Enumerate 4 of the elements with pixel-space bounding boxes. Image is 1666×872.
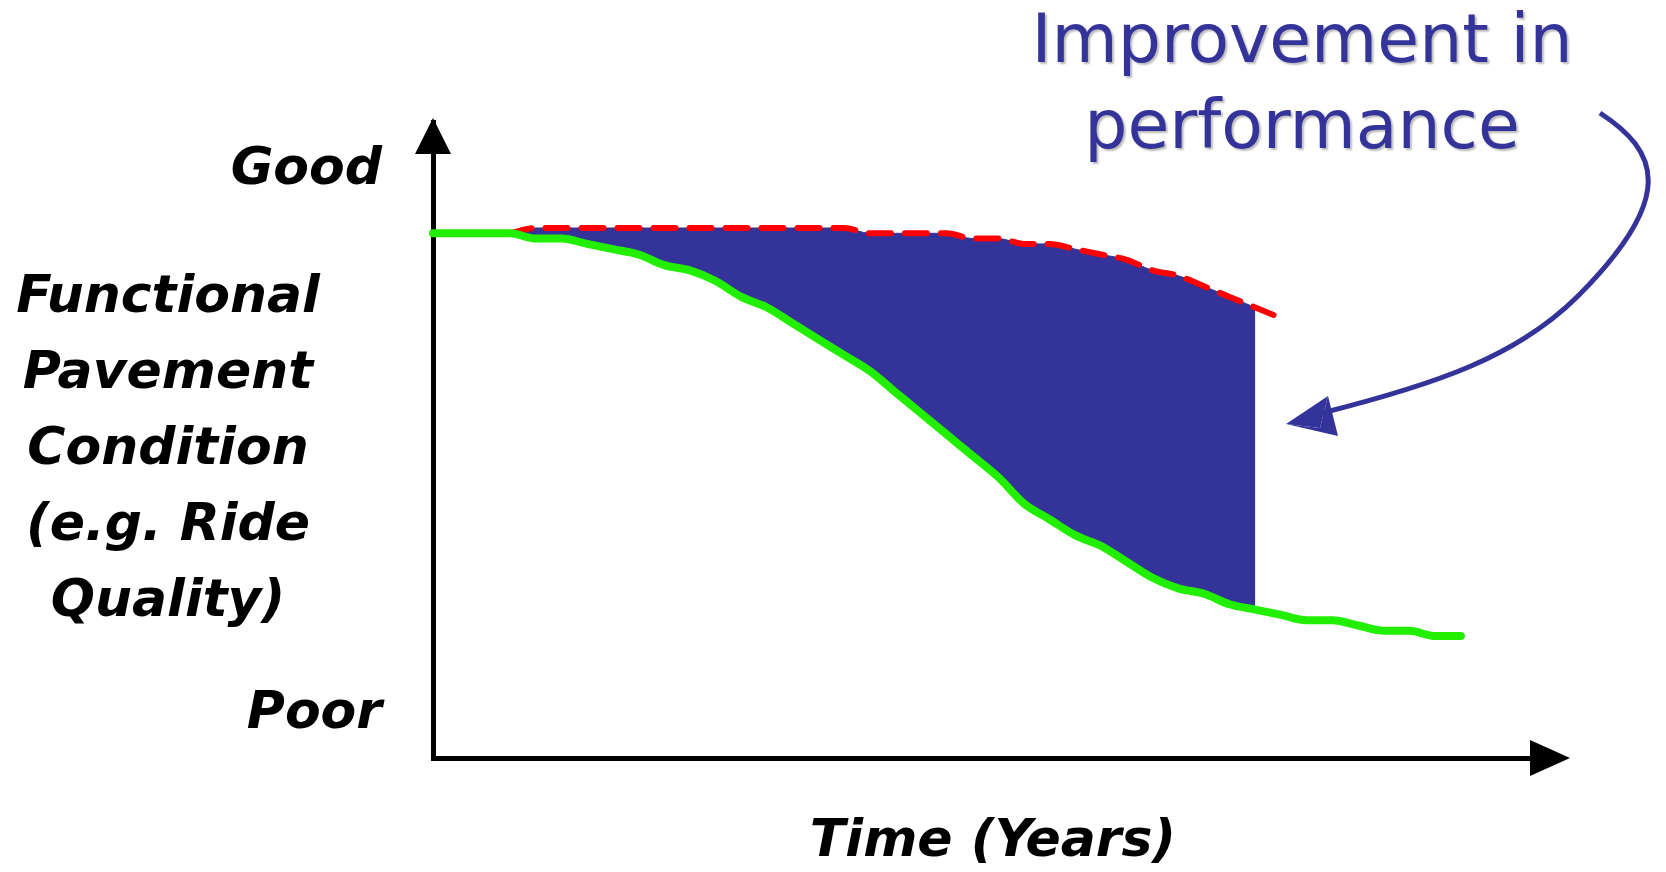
text: Good — [230, 135, 382, 198]
text: Improvement in performance — [1030, 0, 1574, 166]
x-axis-title: Time (Years) — [809, 807, 1177, 870]
y-axis-title: Functional Pavement Condition (e.g. Ride Quality) — [15, 263, 322, 630]
